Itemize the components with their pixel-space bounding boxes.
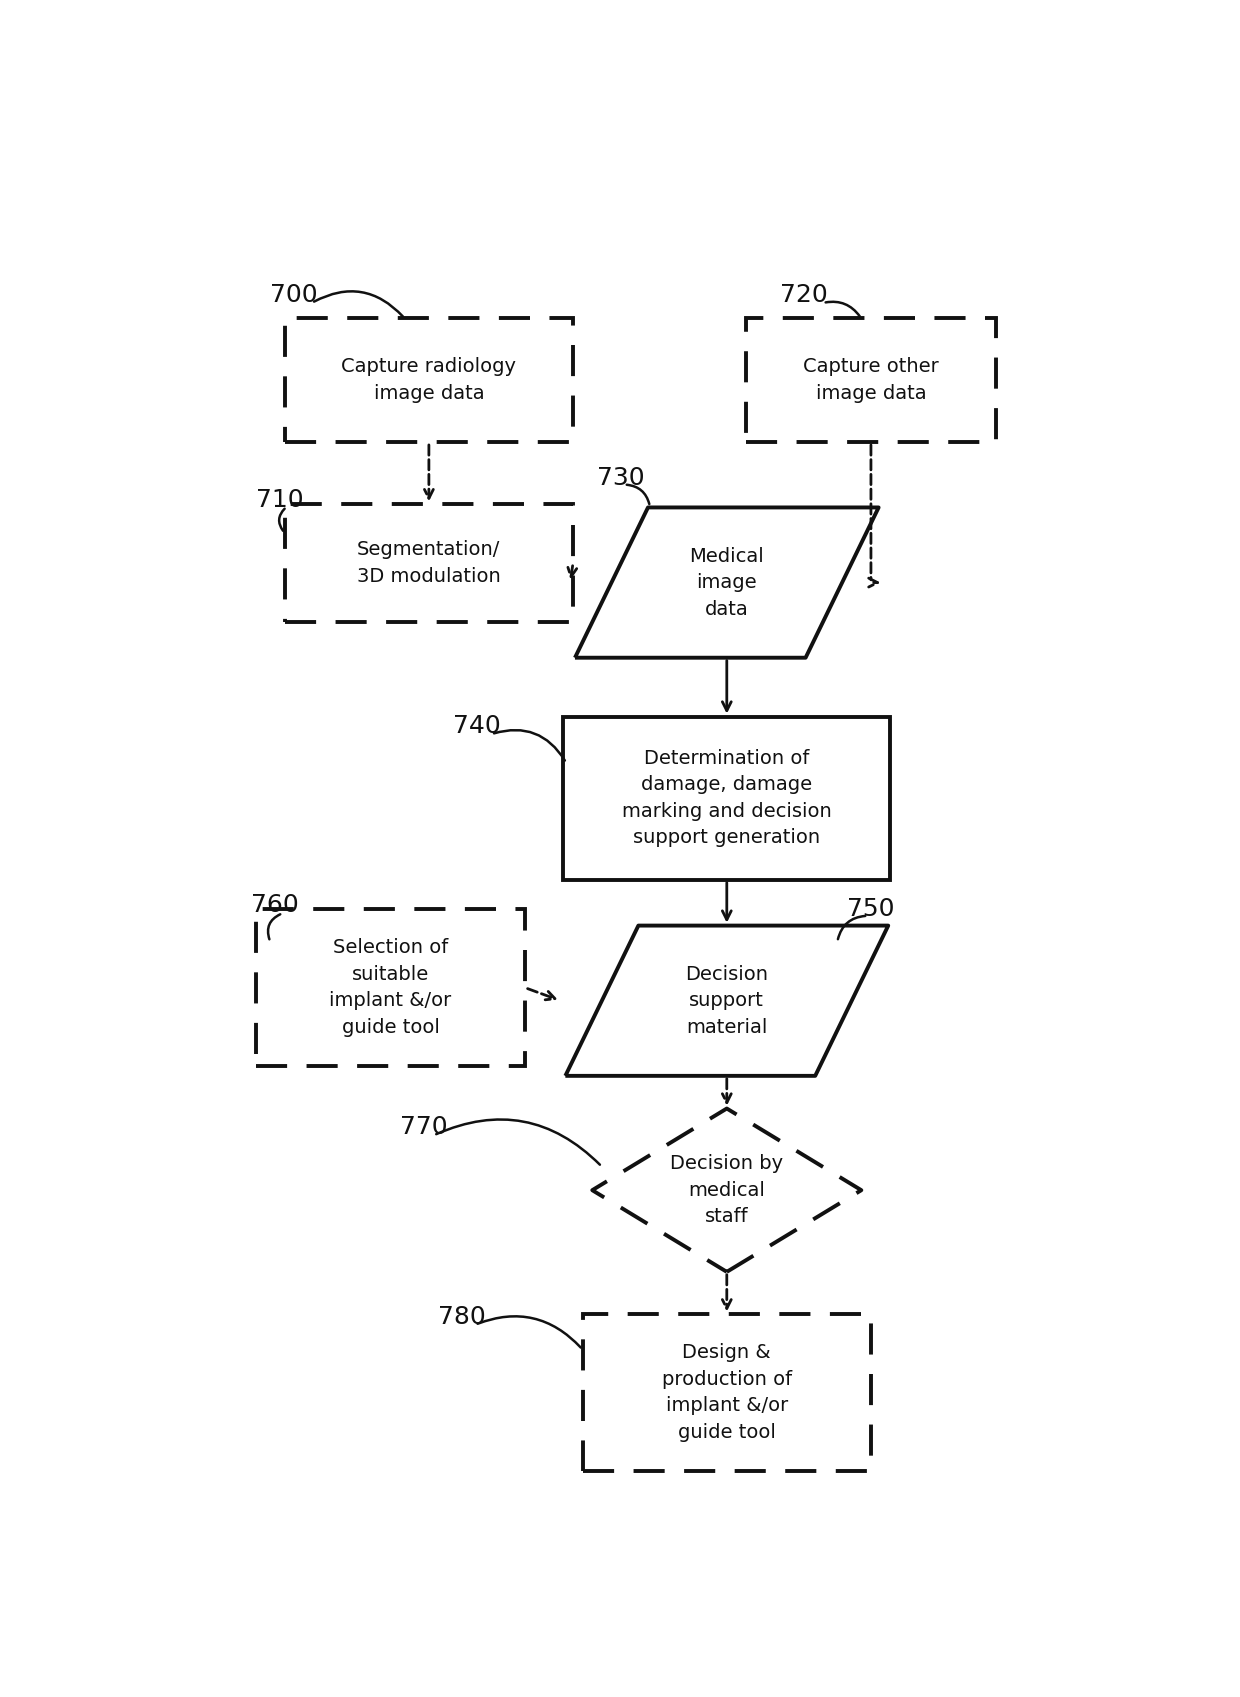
Text: 700: 700	[270, 283, 317, 307]
Text: 730: 730	[596, 467, 645, 490]
Bar	[285, 317, 573, 443]
Text: Determination of
damage, damage
marking and decision
support generation: Determination of damage, damage marking …	[622, 748, 832, 847]
Text: Design &
production of
implant &/or
guide tool: Design & production of implant &/or guid…	[662, 1344, 792, 1442]
Text: Decision
support
material: Decision support material	[686, 964, 769, 1037]
Bar	[583, 1315, 870, 1471]
Text: 740: 740	[453, 714, 501, 738]
Text: Segmentation/
3D modulation: Segmentation/ 3D modulation	[357, 540, 501, 585]
Bar	[563, 716, 890, 879]
Bar	[746, 317, 996, 443]
Bar	[255, 910, 525, 1066]
Text: 710: 710	[255, 489, 304, 512]
Polygon shape	[575, 507, 879, 658]
Text: 760: 760	[250, 893, 299, 918]
Text: 770: 770	[401, 1115, 448, 1139]
Text: Capture radiology
image data: Capture radiology image data	[341, 358, 516, 402]
Text: Capture other
image data: Capture other image data	[804, 358, 939, 402]
Polygon shape	[565, 925, 888, 1076]
Text: Decision by
medical
staff: Decision by medical staff	[671, 1154, 784, 1227]
Text: Selection of
suitable
implant &/or
guide tool: Selection of suitable implant &/or guide…	[330, 938, 451, 1037]
Text: 750: 750	[847, 898, 894, 921]
Text: 720: 720	[780, 283, 827, 307]
Text: Medical
image
data: Medical image data	[689, 546, 764, 619]
Polygon shape	[593, 1108, 862, 1271]
Text: 780: 780	[439, 1305, 486, 1329]
Bar	[285, 504, 573, 621]
